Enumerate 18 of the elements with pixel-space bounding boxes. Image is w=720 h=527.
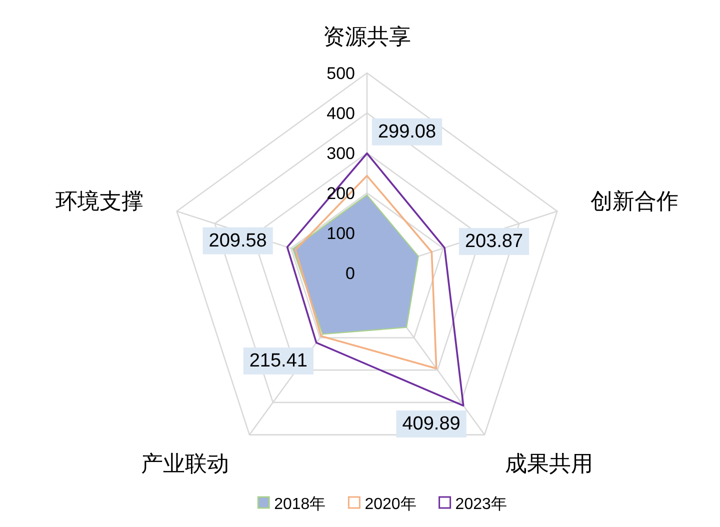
y-tick-label: 0	[346, 264, 355, 283]
legend-label: 2023年	[455, 496, 507, 513]
y-tick-label: 100	[326, 224, 355, 243]
data-label: 203.87	[464, 231, 524, 252]
data-label: 299.08	[378, 121, 436, 142]
spoke-label: 创新合作	[590, 188, 678, 214]
y-tick-label: 400	[326, 104, 355, 123]
data-label: 409.89	[402, 413, 460, 434]
data-label: 215.41	[249, 350, 308, 372]
legend-label: 2020年	[364, 496, 416, 513]
spoke-label: 环境支撑	[56, 188, 144, 214]
legend-label: 2018年	[274, 496, 326, 513]
y-tick-label: 300	[326, 144, 355, 163]
spoke-label: 成果共用	[505, 451, 594, 476]
data-label: 209.58	[208, 230, 267, 252]
spoke-label: 资源共享	[323, 24, 411, 49]
spoke-label: 产业联动	[140, 451, 229, 476]
y-tick-label: 500	[326, 64, 355, 83]
